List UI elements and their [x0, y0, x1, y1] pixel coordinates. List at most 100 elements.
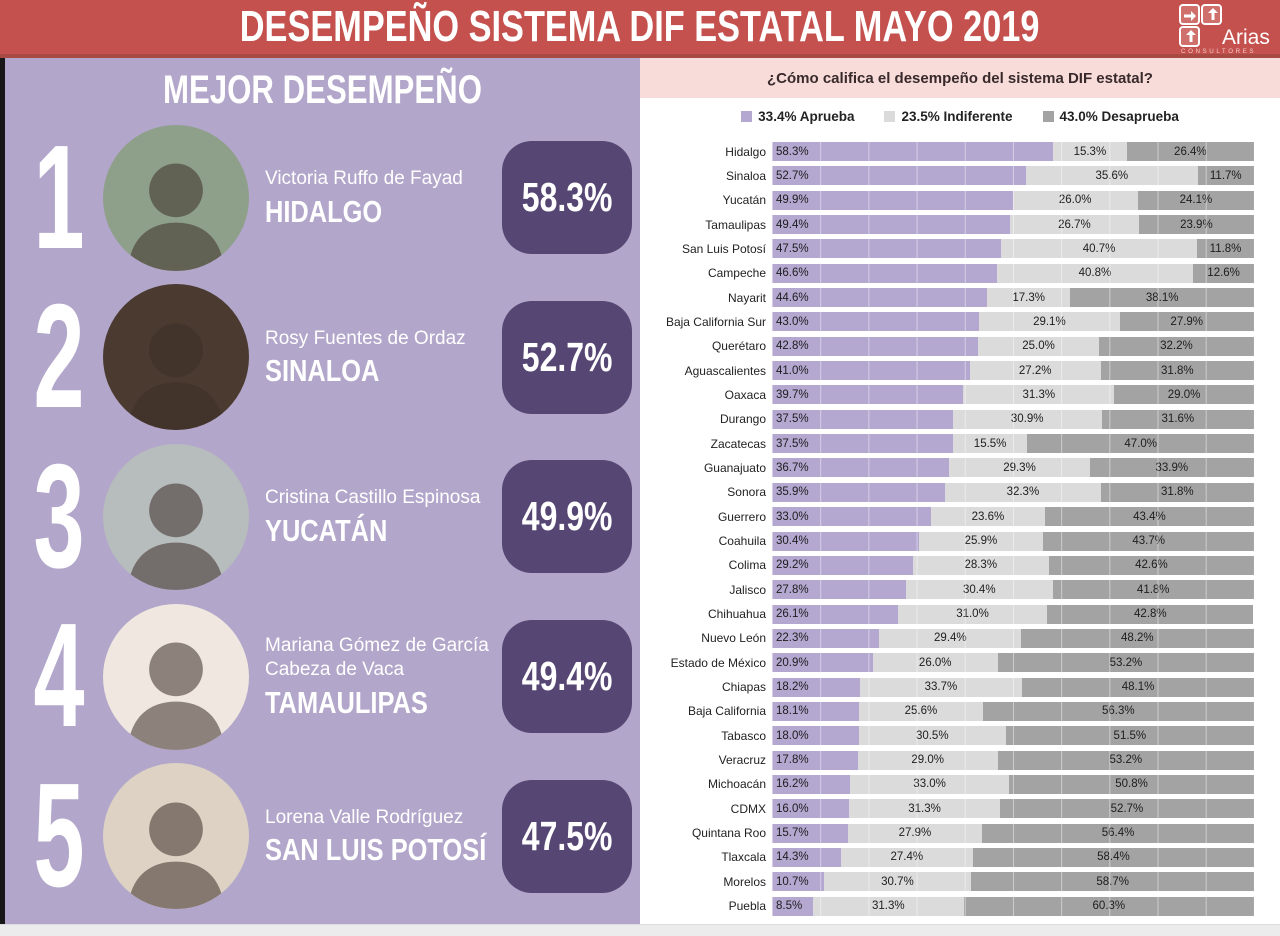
stacked-bar: 22.3% 29.4% 48.2% [772, 628, 1254, 648]
chart-row: Baja California Sur 43.0% 29.1% 27.9% [640, 310, 1254, 333]
chart-row: Estado de México 20.9% 26.0% 53.2% [640, 651, 1254, 674]
bar-segment-aprueba: 43.0% [772, 312, 980, 332]
legend-label: 23.5% Indiferente [901, 108, 1013, 124]
bar-segment-indiferente: 23.6% [931, 507, 1045, 527]
ranking-text-block: Victoria Ruffo de Fayad HIDALGO [249, 167, 502, 228]
chart-row: Tlaxcala 14.3% 27.4% 58.4% [640, 846, 1254, 869]
chart-row: Hidalgo 58.3% 15.3% 26.4% [640, 140, 1254, 163]
bar-segment-indiferente: 40.8% [996, 263, 1194, 283]
bar-segment-desaprueba: 27.9% [1119, 312, 1254, 332]
stacked-bar: 18.2% 33.7% 48.1% [772, 677, 1254, 697]
approval-badge: 49.4% [502, 620, 632, 734]
first-lady-photo [103, 284, 249, 431]
state-label: Baja California Sur [665, 314, 766, 329]
bar-segment-indiferente: 25.6% [859, 701, 983, 721]
first-lady-name: Rosy Fuentes de Ordaz [265, 327, 466, 349]
bar-segment-aprueba: 46.6% [772, 263, 997, 283]
stacked-bar: 33.0% 23.6% 43.4% [772, 507, 1254, 527]
chart-question-text: ¿Cómo califica el desempeño del sistema … [767, 69, 1153, 87]
bar-segment-aprueba: 22.3% [772, 628, 880, 648]
bar-segment-aprueba: 42.8% [772, 336, 979, 356]
arrows-grid-icon: Arias CONSULTORES [1179, 4, 1270, 55]
bar-segment-desaprueba: 11.8% [1197, 239, 1254, 259]
stacked-bar: 35.9% 32.3% 31.8% [772, 482, 1254, 502]
state-label: Coahuila [718, 534, 766, 548]
first-lady-name: Lorena Valle Rodríguez [265, 806, 464, 828]
bar-segment-desaprueba: 26.4% [1126, 142, 1254, 161]
bar-segment-aprueba: 17.8% [772, 750, 858, 770]
state-label: Puebla [728, 899, 766, 914]
stacked-bar: 47.5% 40.7% 11.8% [772, 239, 1254, 259]
state-label: Aguascalientes [684, 363, 766, 378]
bar-segment-desaprueba: 31.8% [1100, 361, 1254, 381]
bar-segment-indiferente: 15.5% [952, 434, 1028, 454]
approval-badge: 47.5% [502, 779, 632, 893]
state-label: Yucatán [722, 193, 766, 208]
bar-segment-desaprueba: 56.4% [982, 823, 1254, 843]
chart-row: Querétaro 42.8% 25.0% 32.2% [640, 335, 1254, 358]
bar-segment-indiferente: 29.1% [979, 312, 1120, 332]
person-silhouette-icon [127, 163, 225, 271]
bar-segment-indiferente: 26.0% [872, 653, 998, 673]
ranking-text-block: Mariana Gómez de García Cabeza de Vaca T… [249, 634, 502, 720]
person-silhouette-icon [127, 802, 225, 910]
stacked-bar: 16.0% 31.3% 52.7% [772, 799, 1254, 819]
ranking-text-block: Lorena Valle Rodríguez SAN LUIS POTOSÍ [249, 806, 502, 867]
chart-row: Durango 37.5% 30.9% 31.6% [640, 408, 1254, 431]
state-label: Sonora [727, 485, 766, 500]
bar-segment-indiferente: 25.0% [978, 336, 1099, 356]
bar-segment-aprueba: 52.7% [772, 166, 1026, 186]
state-label: Guerrero [717, 509, 766, 524]
legend-item: 33.4% Aprueba [741, 109, 854, 124]
first-lady-photo [103, 443, 249, 590]
chart-row: Baja California 18.1% 25.6% 56.3% [640, 700, 1254, 723]
rank-number: 4 [33, 593, 85, 759]
bar-segment-indiferente: 31.3% [812, 896, 964, 916]
legend-swatch [1042, 110, 1054, 122]
state-label: Tabasco [721, 728, 766, 743]
chart-row: Colima 29.2% 28.3% 42.6% [640, 554, 1255, 577]
bar-segment-indiferente: 33.0% [850, 774, 1010, 794]
bar-segment-aprueba: 44.6% [772, 288, 987, 308]
bar-segment-aprueba: 15.7% [772, 823, 848, 843]
bar-segment-desaprueba: 60.3% [963, 896, 1255, 916]
state-label: Chihuahua [707, 607, 766, 622]
state-name: HIDALGO [265, 193, 383, 229]
state-label: Hidalgo [725, 144, 766, 159]
bar-segment-indiferente: 26.0% [1012, 190, 1138, 210]
rankings-list: 1 Victoria Ruffo de Fayad HIDALGO 58.3% … [5, 116, 640, 924]
bar-segment-aprueba: 27.8% [772, 580, 906, 600]
state-label: Veracruz [718, 753, 766, 768]
stacked-bar: 27.8% 30.4% 41.8% [772, 580, 1254, 600]
chart-row: Coahuila 30.4% 25.9% 43.7% [640, 530, 1254, 553]
bar-segment-indiferente: 28.3% [912, 555, 1049, 575]
bar-segment-aprueba: 49.4% [772, 215, 1011, 235]
person-silhouette-icon [127, 323, 225, 431]
bar-segment-indiferente: 25.9% [918, 531, 1044, 551]
state-label: Campeche [707, 266, 766, 281]
bar-segment-desaprueba: 31.6% [1101, 409, 1254, 429]
bar-segment-desaprueba: 38.1% [1070, 288, 1254, 308]
chart-row: Veracruz 17.8% 29.0% 53.2% [640, 749, 1254, 772]
ranking-text-block: Cristina Castillo Espinosa YUCATÁN [249, 486, 502, 547]
chart-row: Tamaulipas 49.4% 26.7% 23.9% [640, 213, 1254, 236]
state-name: TAMAULIPAS [265, 684, 428, 720]
stacked-bar: 49.4% 26.7% 23.9% [772, 215, 1254, 235]
chart-row: Sinaloa 52.7% 35.6% 11.7% [640, 164, 1254, 187]
state-label: San Luis Potosí [681, 241, 766, 256]
bar-segment-desaprueba: 58.4% [972, 847, 1254, 867]
chart-row: Puebla 8.5% 31.3% 60.3% [640, 895, 1255, 918]
chart-row: Nuevo León 22.3% 29.4% 48.2% [640, 627, 1254, 650]
bar-segment-desaprueba: 43.7% [1043, 531, 1254, 551]
bar-segment-desaprueba: 50.8% [1009, 774, 1254, 794]
bar-segment-desaprueba: 23.9% [1138, 215, 1254, 235]
bar-segment-desaprueba: 51.5% [1005, 726, 1254, 746]
state-label: Quintana Roo [691, 826, 766, 841]
bar-segment-aprueba: 39.7% [772, 385, 964, 405]
approval-badge: 52.7% [502, 300, 632, 414]
bar-segment-desaprueba: 41.8% [1052, 580, 1254, 600]
rank-number: 2 [33, 274, 85, 440]
rank-number: 3 [33, 433, 85, 599]
bar-segment-desaprueba: 11.7% [1197, 166, 1254, 186]
